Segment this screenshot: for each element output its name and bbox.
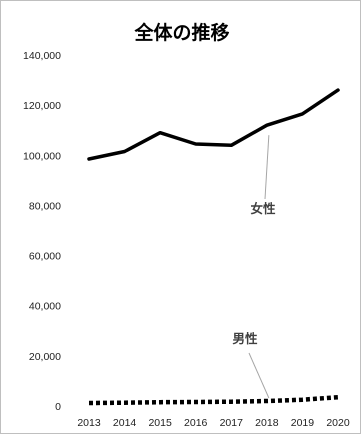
y-tick-label: 140,000: [23, 50, 61, 62]
series-label-leader: [264, 135, 270, 200]
y-axis: 0 20,000 40,000 60,000 80,000 100,000 120,000 1…: [23, 50, 61, 413]
y-tick-label: 40,000: [29, 301, 61, 313]
y-tick-label: 80,000: [29, 200, 61, 212]
y-tick-label: 120,000: [23, 100, 61, 112]
x-tick-label: 2020: [326, 417, 350, 429]
x-tick-label: 2018: [255, 417, 279, 429]
series-layer: [87, 88, 340, 406]
x-tick-label: 2015: [148, 417, 172, 429]
y-tick-label: 100,000: [23, 150, 61, 162]
x-tick-label: 2019: [291, 417, 315, 429]
y-tick-label: 20,000: [29, 351, 61, 363]
x-tick-label: 2016: [184, 417, 208, 429]
x-tick-label: 2013: [77, 417, 101, 429]
series-line-0: [87, 88, 340, 161]
series-label: 男性: [232, 331, 258, 346]
x-axis: 2013 2014 2015 2016 2017 2018 2019 2020: [77, 417, 350, 429]
y-tick-label: 0: [55, 401, 61, 413]
series-line-1: [88, 394, 339, 406]
series-label-leader: [248, 352, 270, 399]
x-tick-label: 2017: [220, 417, 244, 429]
x-tick-label: 2014: [113, 417, 137, 429]
chart-title: 全体の推移: [133, 21, 229, 44]
series-label: 女性: [250, 201, 276, 216]
y-tick-label: 60,000: [29, 251, 61, 263]
